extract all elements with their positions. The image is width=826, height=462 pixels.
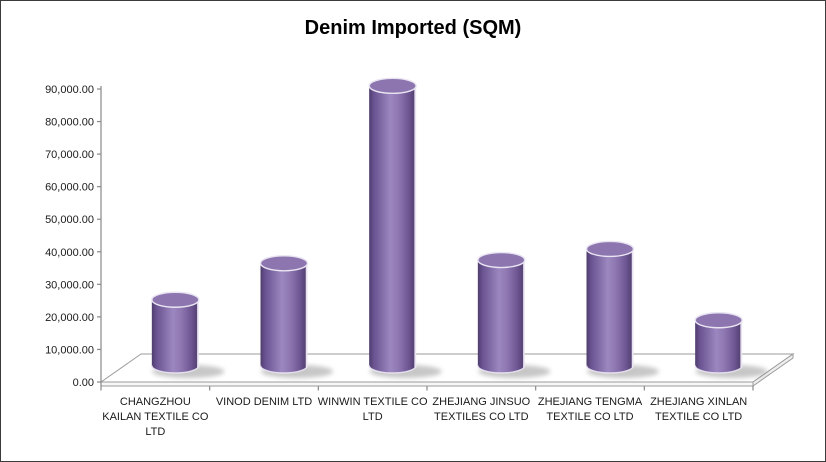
- bar-top-face[interactable]: [477, 251, 526, 269]
- y-axis-label: 10,000.00: [45, 344, 94, 356]
- bar-top-face[interactable]: [151, 291, 200, 308]
- bar-body[interactable]: [477, 260, 525, 374]
- y-axis-label: 50,000.00: [45, 214, 94, 226]
- y-axis-label: 80,000.00: [45, 117, 94, 129]
- bar-top-face[interactable]: [585, 240, 635, 258]
- bar-cylinder-1[interactable]: [151, 291, 200, 374]
- y-axis-label: 40,000.00: [45, 247, 94, 259]
- y-axis-label: 20,000.00: [45, 312, 94, 324]
- bar-top-face[interactable]: [694, 312, 743, 329]
- bar-cylinder-2[interactable]: [259, 255, 309, 374]
- bar-body[interactable]: [369, 85, 417, 374]
- y-axis-label: 90,000.00: [45, 84, 94, 96]
- bar-bottom-rim: [368, 365, 417, 374]
- bars: [151, 77, 743, 374]
- y-axis-label: 30,000.00: [45, 279, 94, 291]
- chart-title: Denim Imported (SQM): [304, 17, 522, 39]
- y-axis-label: 70,000.00: [45, 149, 94, 161]
- y-axis-label: 60,000.00: [45, 182, 94, 194]
- bar-bottom-rim: [151, 365, 200, 374]
- value-axis: 90,000.00 80,000.00 70,000.00 60,000.00 50,0…: [45, 84, 754, 391]
- bar-body[interactable]: [260, 263, 308, 374]
- floor-front-face: [100, 381, 754, 387]
- bar-top-face[interactable]: [259, 255, 309, 272]
- bar-top-face[interactable]: [368, 77, 417, 95]
- floor-side-face: [752, 353, 794, 387]
- bar-bottom-rim: [477, 365, 526, 374]
- bar-cylinder-3[interactable]: [368, 77, 417, 374]
- bar-bottom-rim: [259, 365, 309, 374]
- bar-bottom-rim: [585, 365, 635, 374]
- bar-cylinder-6[interactable]: [694, 312, 743, 374]
- bar-body[interactable]: [151, 299, 199, 373]
- bar-bottom-rim: [694, 365, 743, 374]
- bar-body[interactable]: [586, 248, 634, 374]
- bar-cylinder-5[interactable]: [585, 240, 635, 374]
- bar-body[interactable]: [695, 320, 743, 374]
- y-axis-label: 0.00: [73, 377, 94, 389]
- bar-cylinder-4[interactable]: [477, 251, 526, 374]
